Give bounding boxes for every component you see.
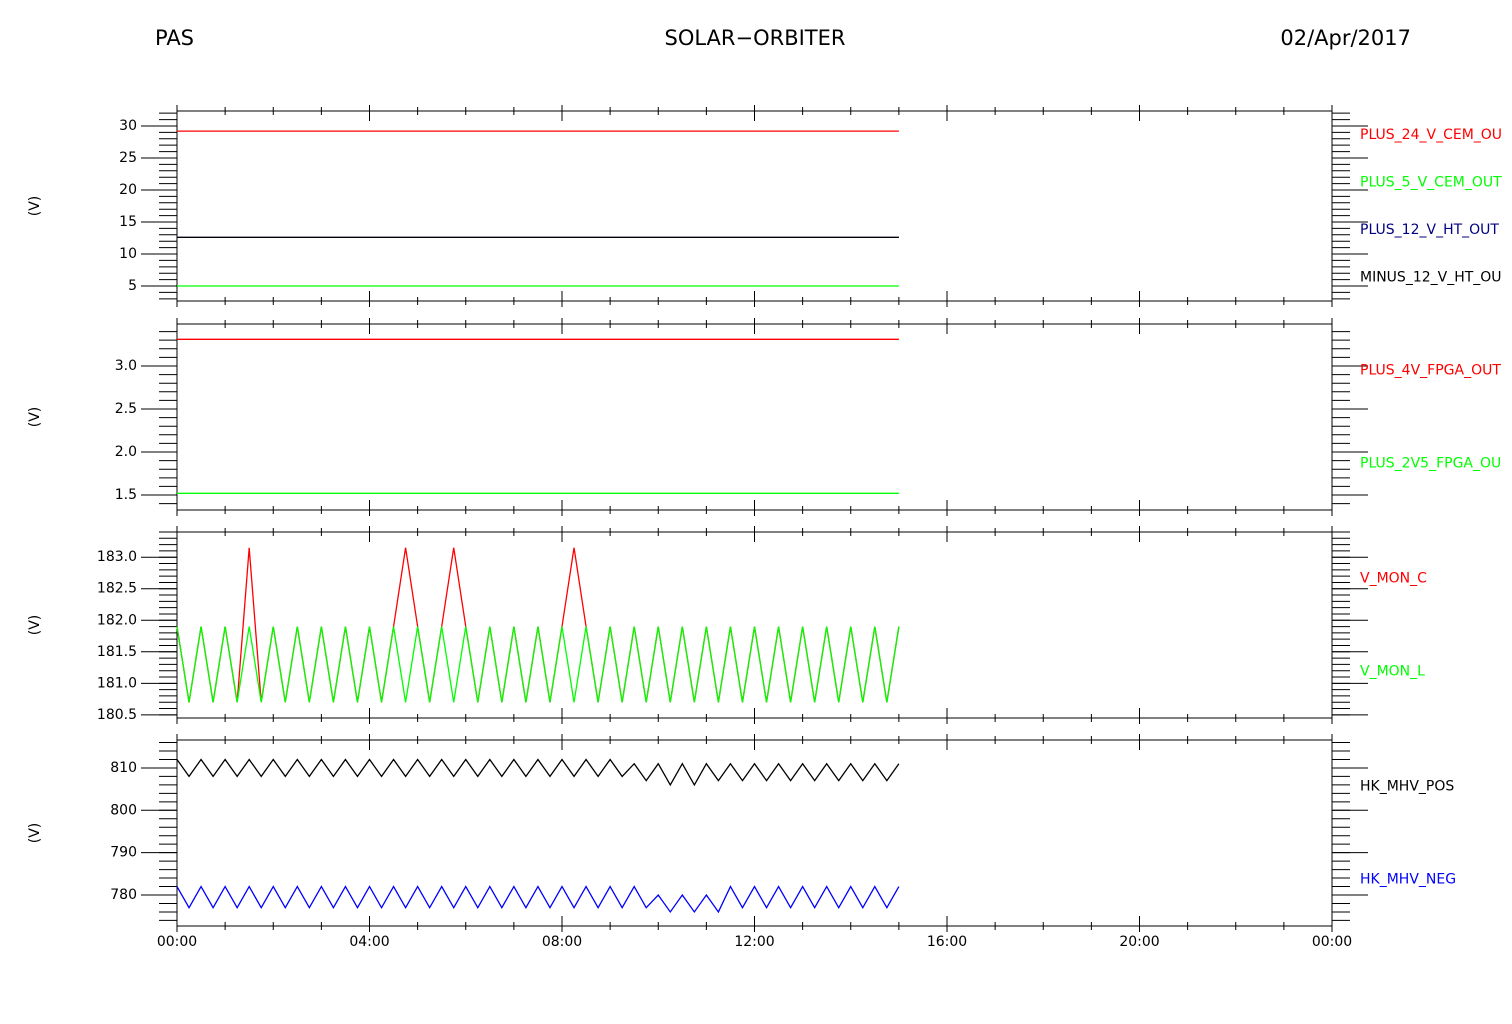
y-axis-label: (V) xyxy=(27,196,43,217)
y-tick-label: 2.5 xyxy=(115,401,137,417)
x-tick-label: 20:00 xyxy=(1119,934,1159,950)
legend-label: PLUS_4V_FPGA_OUT xyxy=(1360,363,1501,379)
legend-label: MINUS_12_V_HT_OU xyxy=(1360,269,1502,285)
legend-label: PLUS_2V5_FPGA_OU xyxy=(1360,456,1501,472)
series-line xyxy=(176,885,900,914)
x-tick-label: 12:00 xyxy=(734,934,774,950)
header-left: PAS xyxy=(155,26,194,50)
y-tick-label: 15 xyxy=(119,214,137,230)
y-tick-label: 182.5 xyxy=(97,581,137,597)
legend-label: HK_MHV_POS xyxy=(1360,779,1454,795)
y-tick-label: 1.5 xyxy=(115,487,137,503)
y-tick-label: 30 xyxy=(119,118,137,134)
header-right: 02/Apr/2017 xyxy=(1280,26,1411,50)
x-tick-label: 00:00 xyxy=(157,934,197,950)
y-tick-label: 181.5 xyxy=(97,644,137,660)
y-tick-label: 180.5 xyxy=(97,707,137,723)
y-tick-label: 790 xyxy=(110,845,137,861)
x-tick-label: 08:00 xyxy=(542,934,582,950)
y-tick-label: 20 xyxy=(119,182,137,198)
series-line xyxy=(176,626,900,703)
y-tick-label: 5 xyxy=(128,278,137,294)
y-axis-label: (V) xyxy=(27,823,43,844)
y-tick-label: 10 xyxy=(119,246,137,262)
y-tick-label: 800 xyxy=(110,802,137,818)
legend-label: PLUS_24_V_CEM_OU xyxy=(1360,127,1502,143)
y-tick-label: 780 xyxy=(110,887,137,903)
y-axis-label: (V) xyxy=(27,615,43,636)
y-tick-label: 183.0 xyxy=(97,549,137,565)
y-tick-label: 182.0 xyxy=(97,612,137,628)
series-line xyxy=(176,758,900,787)
legend-label: V_MON_L xyxy=(1360,664,1425,680)
legend-label: PLUS_12_V_HT_OUT xyxy=(1360,222,1499,238)
y-tick-label: 2.0 xyxy=(115,444,137,460)
y-tick-label: 810 xyxy=(110,760,137,776)
legend-label: PLUS_5_V_CEM_OUT xyxy=(1360,174,1502,190)
y-tick-label: 25 xyxy=(119,150,137,166)
header-center: SOLAR−ORBITER xyxy=(664,26,845,50)
legend-label: HK_MHV_NEG xyxy=(1360,872,1456,888)
y-axis-label: (V) xyxy=(27,407,43,428)
legend-label: V_MON_C xyxy=(1360,571,1427,587)
x-tick-label: 00:00 xyxy=(1312,934,1352,950)
y-tick-label: 3.0 xyxy=(115,358,137,374)
x-tick-label: 16:00 xyxy=(927,934,967,950)
x-tick-label: 04:00 xyxy=(349,934,389,950)
y-tick-label: 181.0 xyxy=(97,675,137,691)
